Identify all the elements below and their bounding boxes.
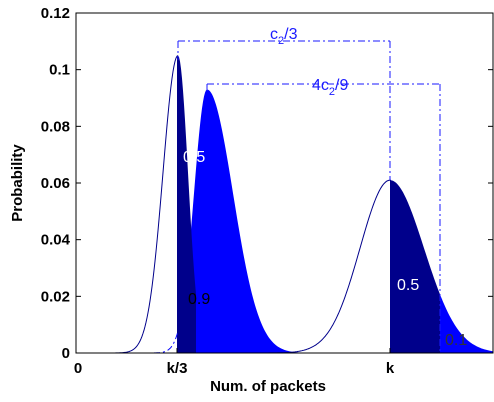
curve-series-2-dashed [140, 330, 179, 354]
annotation-4c2-over-9: 4c2/9 [312, 77, 348, 98]
region-label-right-lower: 0.1 [445, 332, 467, 349]
y-tick-label: 0.08 [41, 118, 70, 135]
y-tick-label: 0.06 [41, 175, 70, 192]
region-label-left-upper: 0.5 [183, 149, 205, 166]
y-axis: 0 0.02 0.04 0.06 0.08 0.1 0.12 [41, 5, 493, 362]
area-series-2 [177, 89, 493, 353]
x-tick-label: 0 [74, 360, 82, 377]
y-tick-label: 0.04 [41, 232, 71, 249]
y-tick-label: 0 [62, 345, 70, 362]
area-series-3-upper [390, 180, 440, 353]
y-tick-label: 0.12 [41, 5, 70, 22]
area-series-1-tail [177, 55, 196, 353]
annotation-guides [177, 40, 441, 353]
y-axis-title: Probability [9, 144, 26, 222]
annotation-c2-over-3: c2/3 [270, 26, 298, 47]
area-series-3-tail [440, 294, 493, 353]
y-tick-label: 0.02 [41, 288, 70, 305]
x-tick-label: k/3 [167, 360, 188, 377]
x-tick-label: k [386, 360, 395, 377]
region-label-left-lower: 0.9 [188, 291, 210, 308]
region-label-right-upper: 0.5 [397, 277, 419, 294]
curve-series-1 [76, 55, 179, 354]
x-axis: 0 k/3 k [74, 348, 395, 377]
distribution-areas [177, 55, 493, 353]
x-axis-title: Num. of packets [210, 378, 326, 395]
y-tick-label: 0.1 [49, 62, 70, 79]
